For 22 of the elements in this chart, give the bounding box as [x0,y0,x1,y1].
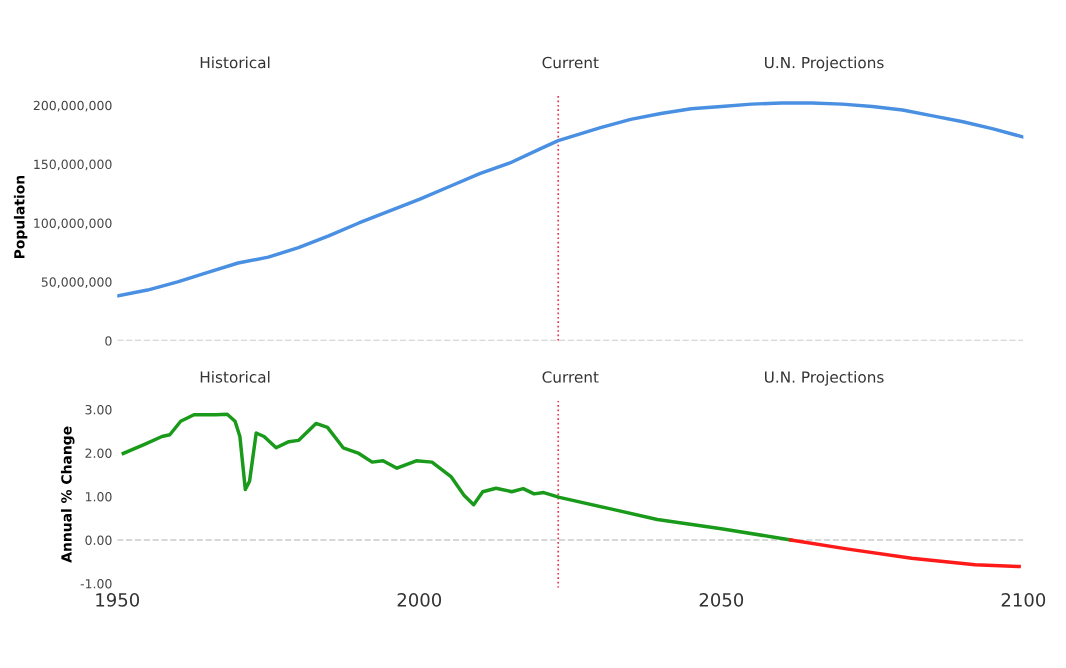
y-axis-title: Annual % Change [60,426,75,563]
y-axis-title: Population [13,175,28,259]
y-tick-label: 50,000,000 [41,277,112,289]
x-tick-label: 1950 [96,593,140,607]
y-tick-label: 200,000,000 [33,100,112,112]
y-tick-label: 3.00 [85,404,112,415]
y-tick-label: 0.00 [85,535,112,545]
y-tick-label: -1.00 [80,578,112,589]
text: Current [542,371,599,383]
text: Historical [200,370,270,383]
y-tick-label: 2.00 [85,448,112,458]
text: U.N. Projections [765,56,884,72]
y-tick-label: 150,000,000 [34,159,112,171]
y-tick-label: 100,000,000 [34,218,112,230]
text: U.N. Projections [765,370,884,386]
x-tick-label: 2100 [1001,593,1046,607]
x-tick-label: 2050 [699,593,744,607]
text: Historical [200,56,270,69]
y-tick-label: 0 [105,336,112,346]
text: Current [542,56,599,69]
x-tick-label: 2000 [397,593,442,607]
y-tick-label: 1.00 [85,491,112,502]
